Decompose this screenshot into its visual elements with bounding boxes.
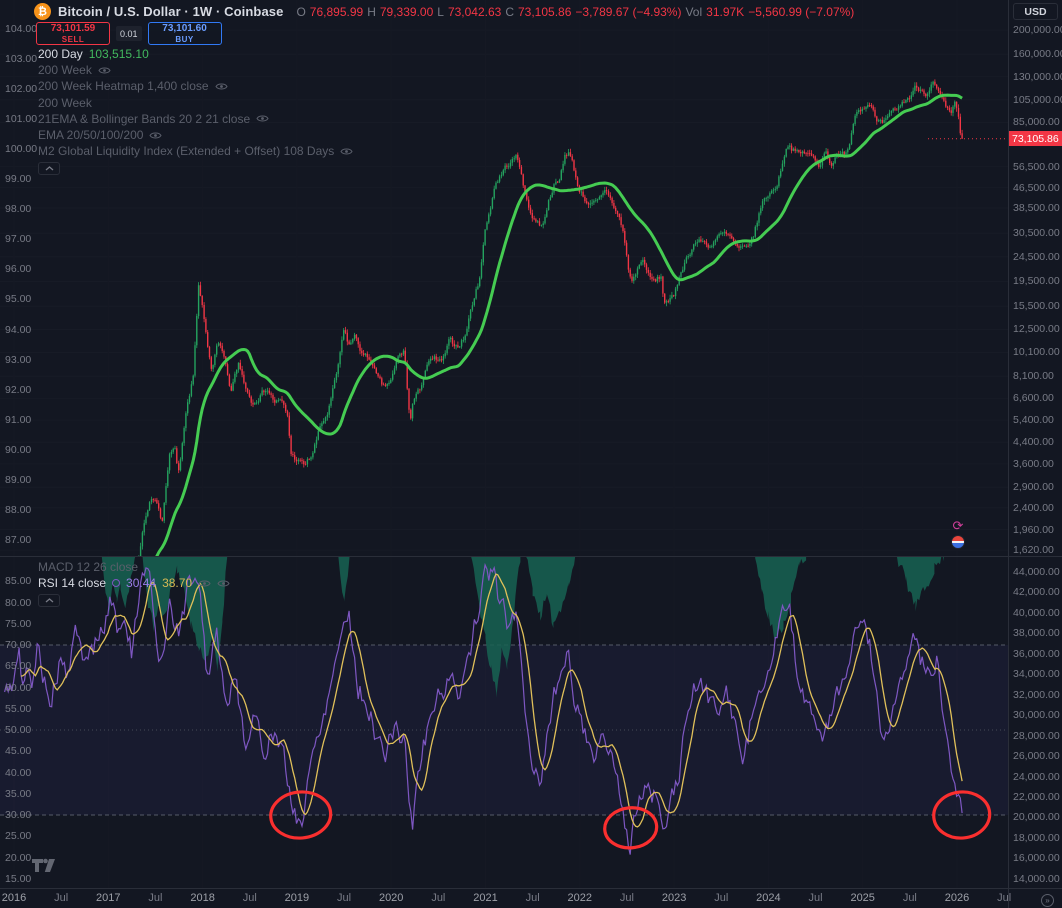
eye-icon[interactable] bbox=[256, 114, 269, 123]
macd-legend-row[interactable]: MACD 12 26 close bbox=[38, 559, 230, 575]
indicator-200-week-heatmap-1-400-close[interactable]: 200 Week Heatmap 1,400 close bbox=[38, 78, 353, 94]
tradingview-logo[interactable] bbox=[30, 857, 59, 879]
volume-value: 31.97K bbox=[706, 4, 745, 19]
rsi-bands bbox=[0, 644, 1008, 816]
spread-value: 0.01 bbox=[116, 26, 142, 41]
eye-icon[interactable] bbox=[214, 82, 228, 91]
sell-price: 73,101.59 bbox=[50, 22, 96, 34]
oversold-circle-annotation[interactable] bbox=[269, 789, 333, 840]
bitcoin-icon: ₿ bbox=[34, 3, 51, 20]
indicator-200-day[interactable]: 200 Day 103,515.10 bbox=[38, 46, 353, 62]
go-to-realtime-button[interactable]: » bbox=[1041, 894, 1054, 907]
indicator-label: 200 Week bbox=[38, 95, 92, 110]
rsi-value: 30.44 bbox=[126, 576, 157, 591]
rsi-legend-label: RSI 14 close bbox=[38, 576, 107, 591]
indicator-200-week[interactable]: 200 Week bbox=[38, 95, 353, 111]
sell-button[interactable]: 73,101.59 SELL bbox=[36, 22, 110, 45]
rsi-ma-line bbox=[20, 573, 963, 828]
chevron-up-icon bbox=[45, 598, 53, 603]
ohlc-readout: O 76,895.99 H 79,339.00 L 73,042.63 C 73,105… bbox=[296, 5, 854, 19]
volume-label: Vol bbox=[685, 4, 703, 19]
rsi-legend-row[interactable]: RSI 14 close 30.44 38.70 bbox=[38, 575, 230, 591]
trade-panel: 73,101.59 SELL 0.01 73,101.60 BUY bbox=[36, 22, 222, 45]
rsi-line bbox=[4, 562, 963, 855]
eye-icon[interactable] bbox=[340, 147, 353, 156]
currency-selector[interactable]: USD bbox=[1013, 3, 1058, 20]
sync-icon[interactable]: ⟳ bbox=[952, 518, 964, 533]
buy-price: 73,101.60 bbox=[162, 22, 207, 34]
eye-icon[interactable] bbox=[217, 579, 230, 588]
indicator-label: 200 Week bbox=[38, 63, 92, 78]
indicator-label: 200 Day bbox=[38, 47, 83, 62]
low-label: L bbox=[437, 4, 444, 19]
buy-button[interactable]: 73,101.60 BUY bbox=[147, 22, 222, 45]
chevron-up-icon bbox=[45, 166, 53, 171]
open-value: 76,895.99 bbox=[309, 4, 364, 19]
sell-label: SELL bbox=[61, 34, 85, 44]
low-value: 73,042.63 bbox=[447, 4, 502, 19]
eye-icon[interactable] bbox=[149, 131, 163, 140]
rsi-source-icon bbox=[112, 579, 121, 588]
indicator-label: 200 Week Heatmap 1,400 close bbox=[38, 79, 209, 94]
open-label: O bbox=[296, 4, 306, 19]
buy-label: BUY bbox=[175, 34, 194, 44]
rsi-pane-series bbox=[4, 562, 963, 855]
symbol-title[interactable]: Bitcoin / U.S. Dollar · 1W · Coinbase bbox=[58, 4, 284, 19]
indicator-label: M2 Global Liquidity Index (Extended + Of… bbox=[38, 144, 335, 159]
change-value: −3,789.67 (−4.93%) bbox=[575, 4, 682, 19]
grid-lines bbox=[0, 0, 1008, 888]
high-value: 79,339.00 bbox=[379, 4, 434, 19]
symbol-header: ₿ Bitcoin / U.S. Dollar · 1W · Coinbase … bbox=[34, 3, 854, 20]
coin-icon[interactable] bbox=[951, 535, 965, 549]
oversold-circle-annotation[interactable] bbox=[603, 806, 659, 850]
oversold-circle-annotation[interactable] bbox=[932, 790, 992, 841]
indicator-200-week[interactable]: 200 Week bbox=[38, 62, 353, 78]
candlestick-series bbox=[138, 79, 963, 556]
collapse-main-pane-button[interactable] bbox=[38, 162, 60, 176]
indicator-ema-20-50-100-200[interactable]: EMA 20/50/100/200 bbox=[38, 127, 353, 143]
eye-icon[interactable] bbox=[198, 579, 211, 588]
indicator-value: 103,515.10 bbox=[88, 47, 149, 62]
indicator-21ema-bollinger-bands-20-2-21-close[interactable]: 21EMA & Bollinger Bands 20 2 21 close bbox=[38, 111, 353, 127]
ma-200day-line bbox=[155, 93, 963, 556]
indicator-label: EMA 20/50/100/200 bbox=[38, 128, 144, 143]
eye-icon[interactable] bbox=[98, 66, 111, 75]
indicator-label: 21EMA & Bollinger Bands 20 2 21 close bbox=[38, 111, 251, 126]
volume-change-value: −5,560.99 (−7.07%) bbox=[748, 4, 855, 19]
close-label: C bbox=[505, 4, 514, 19]
indicator-legend: 200 Day 103,515.10 200 Week 200 Week Heatma… bbox=[38, 46, 353, 176]
collapse-lower-pane-button[interactable] bbox=[38, 594, 60, 608]
close-value: 73,105.86 bbox=[518, 4, 572, 19]
floating-widget: ⟳ bbox=[951, 519, 965, 549]
lower-pane-legend: MACD 12 26 close RSI 14 close 30.44 38.7… bbox=[38, 559, 230, 608]
high-label: H bbox=[367, 4, 376, 19]
indicator-m2-global-liquidity-index-extended-offse[interactable]: M2 Global Liquidity Index (Extended + Of… bbox=[38, 143, 353, 159]
macd-legend-label: MACD 12 26 close bbox=[38, 560, 139, 575]
rsi-ma-value: 38.70 bbox=[162, 576, 193, 591]
